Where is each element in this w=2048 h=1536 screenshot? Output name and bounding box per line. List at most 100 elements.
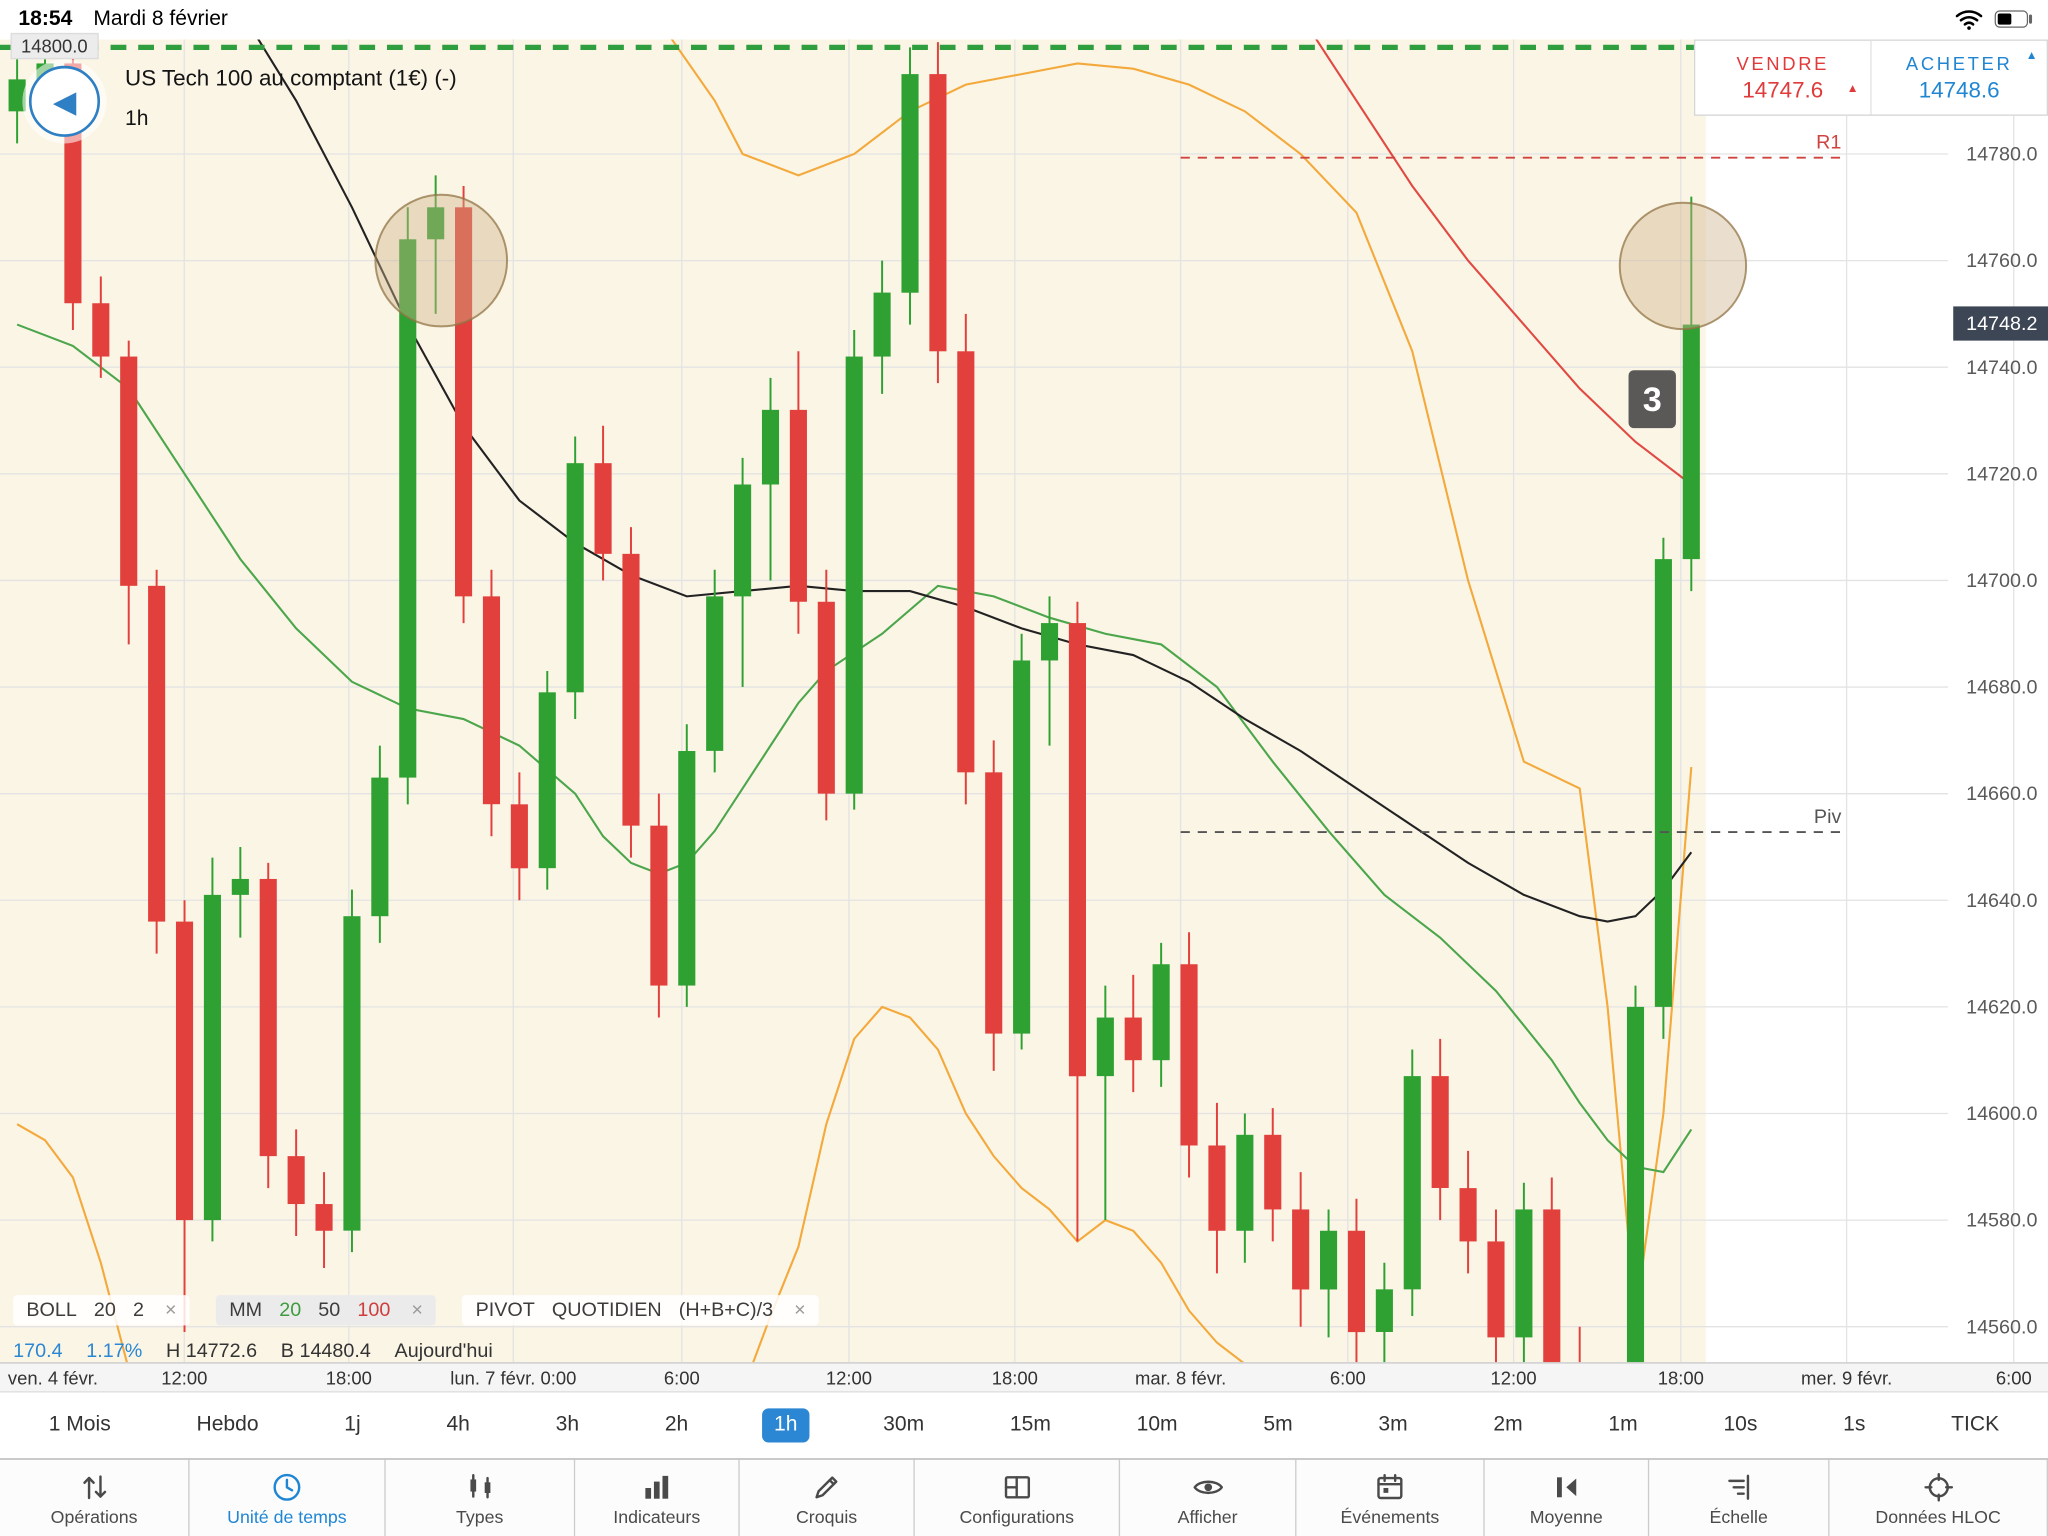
current-price-badge: [1953, 306, 2048, 341]
candles-icon: [463, 1469, 497, 1505]
candle-body: [287, 1156, 305, 1205]
candle-body: [650, 825, 668, 986]
clock-icon: [270, 1469, 304, 1505]
layout-icon: [1000, 1469, 1034, 1505]
indicator-param: 100: [357, 1299, 391, 1322]
remove-bollinger-icon[interactable]: ×: [165, 1299, 177, 1322]
candle-body: [482, 596, 501, 805]
toolbar-afficher[interactable]: Afficher: [1120, 1459, 1297, 1536]
indicator-legend: BOLL 20 2 × MM 20 50 100 × PIVOT QUOTIDI…: [13, 1295, 819, 1326]
bollinger-lower-band: [16, 1005, 1245, 1363]
pencil-icon: [809, 1469, 843, 1505]
toolbar-types[interactable]: Types: [386, 1459, 576, 1536]
time-axis-label: mer. 9 févr.: [1801, 1367, 1893, 1389]
wifi-icon: [1955, 8, 1984, 37]
candle-body: [399, 239, 417, 778]
timeframe-5m[interactable]: 5m: [1263, 1413, 1293, 1436]
time-axis-label: lun. 7 févr. 0:00: [450, 1367, 577, 1389]
candle-body: [315, 1204, 333, 1231]
candle-body: [231, 878, 249, 895]
candle-body: [427, 207, 445, 240]
price-axis-label: 14760.0: [1966, 250, 2037, 272]
pivot-r1-label: R1: [1816, 132, 1841, 154]
session-low: B 14480.4: [280, 1339, 371, 1363]
timeframe-30m[interactable]: 30m: [883, 1413, 925, 1436]
quote-panel: VENDRE 14747.6 ▲ ACHETER 14748.6 ▲: [1693, 39, 2048, 116]
toolbar-label: Configurations: [959, 1507, 1075, 1527]
arrows-up-down-icon: [77, 1469, 111, 1505]
timeframe-10m[interactable]: 10m: [1136, 1413, 1178, 1436]
timeframe-2m[interactable]: 2m: [1493, 1413, 1523, 1436]
candle-body: [1543, 1209, 1561, 1363]
candle-body: [1682, 324, 1700, 560]
timeframe-1h[interactable]: 1h: [762, 1408, 810, 1443]
price-axis-label: 14620.0: [1966, 996, 2037, 1018]
candle-body: [566, 463, 584, 693]
timeframe-4h[interactable]: 4h: [446, 1413, 470, 1436]
sell-button[interactable]: VENDRE 14747.6 ▲: [1695, 40, 1872, 115]
timeframe-1-mois[interactable]: 1 Mois: [48, 1413, 111, 1436]
toolbar-configurations[interactable]: Configurations: [915, 1459, 1121, 1536]
candle-body: [92, 303, 110, 357]
timeframe-3m[interactable]: 3m: [1378, 1413, 1408, 1436]
timeframe-hebdo[interactable]: Hebdo: [196, 1413, 259, 1436]
timeframe-1j[interactable]: 1j: [344, 1413, 361, 1436]
price-axis-label: 14640.0: [1966, 890, 2037, 912]
indicator-param: 2: [132, 1299, 144, 1322]
moving-average-indicator-chip[interactable]: MM 20 50 100 ×: [216, 1295, 437, 1326]
toolbar-donnees-hloc[interactable]: Données HLOC: [1830, 1459, 2048, 1536]
position-count-badge[interactable]: [1628, 370, 1676, 429]
clock: 18:54: [18, 7, 73, 31]
timeframe-10s[interactable]: 10s: [1723, 1413, 1758, 1436]
session-high: H 14772.6: [165, 1339, 258, 1363]
candle-body: [1208, 1145, 1226, 1231]
bollinger-indicator-chip[interactable]: BOLL 20 2 ×: [13, 1295, 190, 1326]
toolbar-echelle[interactable]: Échelle: [1649, 1459, 1830, 1536]
toolbar-indicateurs[interactable]: Indicateurs: [575, 1459, 740, 1536]
timeframe-1m[interactable]: 1m: [1608, 1413, 1638, 1436]
time-axis: ven. 4 févr. 12:00 18:00 lun. 7 févr. 0:00 6…: [0, 1362, 2048, 1393]
candle-body: [1431, 1076, 1449, 1188]
pivot-point-label: Piv: [1814, 806, 1842, 828]
timeframe-3h[interactable]: 3h: [555, 1413, 580, 1436]
candle-body: [1096, 1017, 1114, 1077]
indicator-param: 50: [318, 1299, 341, 1322]
remove-pivot-icon[interactable]: ×: [794, 1299, 806, 1322]
candle-body: [259, 878, 277, 1157]
candle-body: [1403, 1076, 1421, 1290]
toolbar-label: Données HLOC: [1875, 1507, 2001, 1527]
candle-body: [845, 356, 863, 794]
toolbar-moyenne[interactable]: Moyenne: [1485, 1459, 1650, 1536]
candle-body: [1375, 1289, 1393, 1332]
remove-mm-icon[interactable]: ×: [411, 1299, 423, 1322]
toolbar-unite-de-temps[interactable]: Unité de temps: [190, 1459, 386, 1536]
back-button[interactable]: ◀: [28, 65, 101, 137]
timeframe-15m[interactable]: 15m: [1009, 1413, 1051, 1436]
indicator-param: 20: [93, 1299, 116, 1322]
toolbar-operations[interactable]: Opérations: [0, 1459, 190, 1536]
candle-body: [985, 772, 1003, 1034]
price-axis-label: 14600.0: [1966, 1103, 2037, 1125]
current-price-label: 14748.2: [1966, 313, 2037, 335]
timeframe-2h[interactable]: 2h: [664, 1413, 689, 1436]
price-alert-level-badge: 14800.0: [10, 32, 99, 60]
timeframe-tick[interactable]: TICK: [1951, 1413, 2000, 1436]
instrument-title[interactable]: US Tech 100 au comptant (1€) (-): [125, 65, 457, 91]
candles: [8, 42, 1700, 1363]
toolbar-label: Opérations: [50, 1507, 138, 1527]
toolbar-croquis[interactable]: Croquis: [740, 1459, 915, 1536]
candle-body: [873, 292, 891, 357]
candle-body: [1264, 1134, 1282, 1210]
timeframe-1s[interactable]: 1s: [1843, 1413, 1866, 1436]
price-axis-label: 14560.0: [1966, 1316, 2037, 1338]
buy-button[interactable]: ACHETER 14748.6 ▲: [1872, 41, 2047, 115]
toolbar-label: Échelle: [1709, 1507, 1768, 1527]
candle-body: [203, 894, 221, 1221]
toolbar-label: Moyenne: [1529, 1507, 1603, 1527]
toolbar-evenements[interactable]: Événements: [1296, 1459, 1485, 1536]
pivot-indicator-chip[interactable]: PIVOT QUOTIDIEN (H+B+C)/3 ×: [462, 1295, 819, 1326]
indicator-name: MM: [229, 1299, 263, 1322]
candle-body: [1040, 623, 1059, 661]
